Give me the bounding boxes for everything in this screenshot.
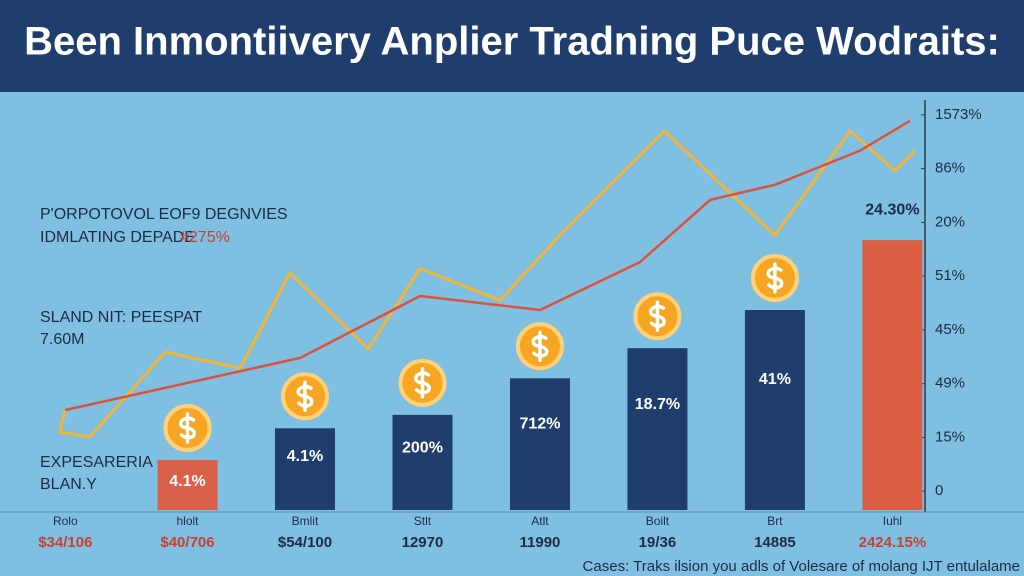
footer: Cases: Traks ilsion you adls of Volesare… [583, 558, 1020, 575]
x-sublabel: $54/100 [278, 534, 332, 551]
chart-title: Been Inmontiivery Anplier Tradning Puce … [24, 20, 1000, 64]
annotation: P'ORPOTOVOL EOF9 DEGNVIES [40, 206, 288, 223]
bar-label: 200% [402, 439, 443, 456]
bar [509, 378, 570, 510]
x-tick-label: Iuhl [883, 514, 902, 528]
coin-symbol [766, 262, 784, 294]
bar [392, 414, 453, 510]
y-tick-label: 49% [935, 375, 965, 392]
bar-label: 4.1% [169, 473, 205, 490]
annotation: #275% [180, 229, 230, 246]
annotation: IDMLATING DEPADE [40, 229, 195, 246]
bar [274, 428, 335, 510]
x-tick-label: Stlt [414, 514, 432, 528]
annotation: EXPESARERIA [40, 454, 153, 471]
x-tick-label: Brt [767, 514, 783, 528]
x-tick-label: hlolt [176, 514, 199, 528]
x-sublabel: 12970 [402, 534, 444, 551]
x-sublabel: 2424.15% [859, 534, 927, 551]
bar-label: 18.7% [635, 396, 680, 413]
x-tick-label: Boilt [646, 514, 670, 528]
x-sublabel: $34/106 [38, 534, 92, 551]
bar-label: 24.30% [865, 201, 919, 218]
y-tick-label: 20% [935, 213, 965, 230]
coin-symbol [531, 330, 549, 363]
x-sublabel: 19/36 [639, 534, 677, 551]
bar-label: 712% [520, 416, 561, 433]
y-tick-label: 1573% [935, 106, 982, 123]
coin-symbol [648, 300, 666, 332]
bar [862, 240, 923, 510]
bar [627, 348, 688, 510]
line-series [65, 119, 911, 412]
bar [744, 310, 805, 510]
x-sublabel: 11990 [520, 534, 561, 551]
y-tick-label: 15% [935, 428, 965, 445]
coin-symbol [179, 412, 196, 444]
x-tick-label: Atlt [531, 514, 549, 528]
bar-label: 4.1% [287, 448, 323, 465]
coin-symbol [413, 367, 431, 399]
x-sublabel: 14885 [754, 534, 796, 551]
bar-label: 41% [759, 371, 791, 388]
coin-symbol [296, 380, 314, 413]
y-tick-label: 0 [935, 482, 943, 499]
x-tick-label: Rolo [53, 514, 78, 528]
annotation: SLAND NIT: PEESPAT [40, 309, 202, 326]
annotation: 7.60M [40, 331, 84, 348]
y-tick-label: 45% [935, 321, 965, 338]
x-tick-label: Bmlit [292, 514, 319, 528]
y-tick-label: 86% [935, 160, 965, 177]
annotation: BLAN.Y [40, 476, 97, 493]
x-sublabel: $40/706 [160, 534, 214, 551]
y-tick-label: 51% [935, 267, 965, 284]
title-bar [0, 0, 1024, 92]
bar [157, 460, 218, 510]
